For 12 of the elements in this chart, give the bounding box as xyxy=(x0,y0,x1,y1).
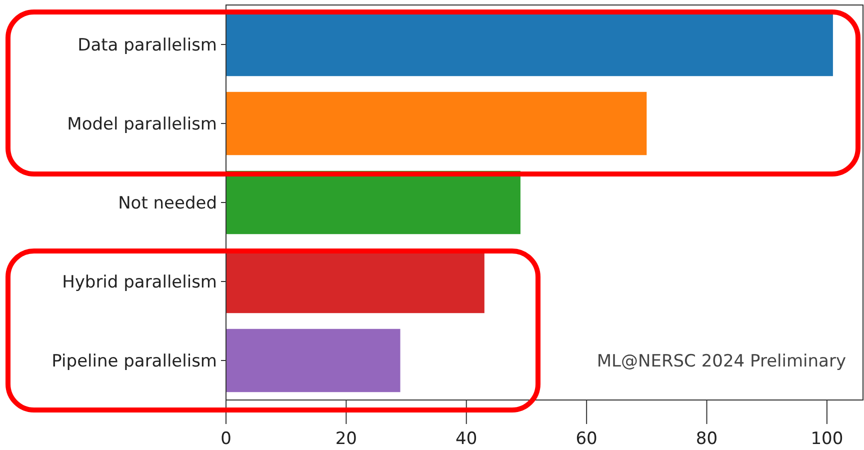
annotation: ML@NERSC 2024 Preliminary xyxy=(596,351,846,372)
y-tick-label: Hybrid parallelism xyxy=(62,272,217,292)
x-tick-label: 40 xyxy=(456,429,478,449)
y-tick-label: Model parallelism xyxy=(67,114,217,134)
x-tick-label: 0 xyxy=(220,429,232,449)
x-tick-label: 80 xyxy=(696,429,718,449)
x-tick-label: 60 xyxy=(576,429,598,449)
x-tick-label: 100 xyxy=(810,429,844,449)
y-tick-label: Not needed xyxy=(118,193,217,214)
y-tick-label: Pipeline parallelism xyxy=(52,351,217,372)
y-tick-label: Data parallelism xyxy=(78,35,217,56)
x-tick-label: 20 xyxy=(335,429,358,449)
